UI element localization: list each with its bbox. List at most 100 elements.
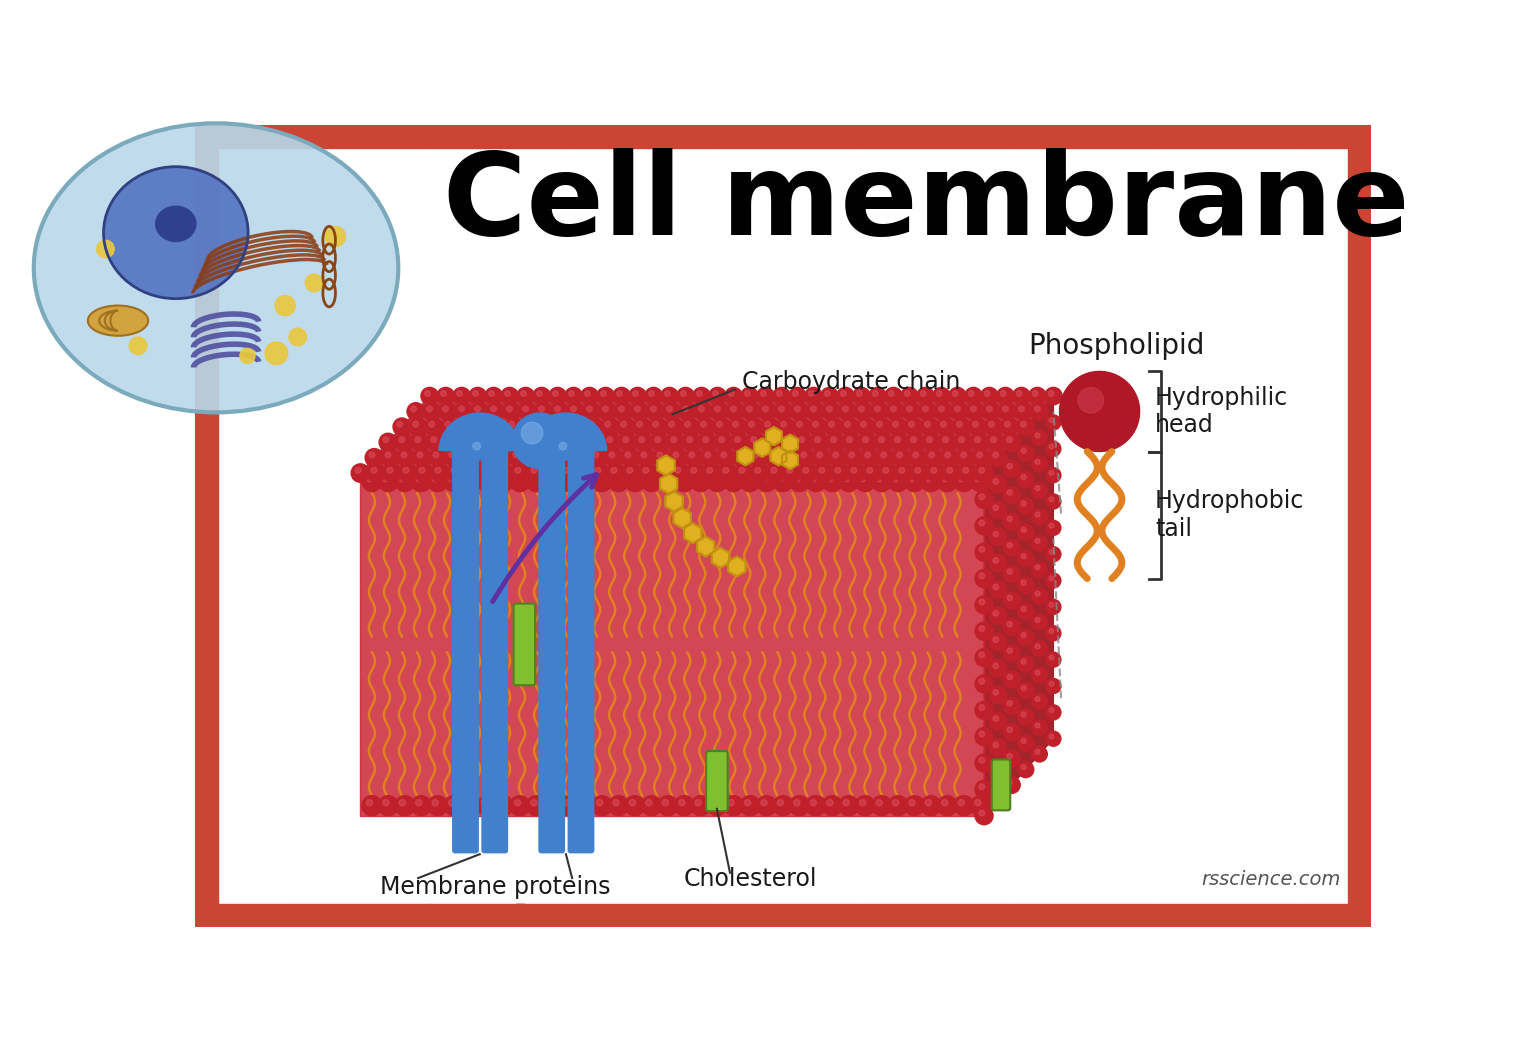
Circle shape xyxy=(937,472,958,492)
Bar xyxy=(490,125,500,148)
Circle shape xyxy=(613,475,619,481)
Polygon shape xyxy=(1358,241,1369,246)
Bar xyxy=(643,125,652,148)
Circle shape xyxy=(367,799,373,805)
Bar xyxy=(559,904,567,927)
Circle shape xyxy=(822,402,840,420)
Polygon shape xyxy=(197,460,217,466)
Circle shape xyxy=(909,421,914,427)
Text: Hydrophilic
head: Hydrophilic head xyxy=(1155,386,1288,438)
Polygon shape xyxy=(931,128,940,148)
Bar xyxy=(196,495,219,500)
Polygon shape xyxy=(1366,616,1369,621)
Circle shape xyxy=(969,418,987,436)
Circle shape xyxy=(762,433,781,451)
Polygon shape xyxy=(1337,125,1346,146)
Circle shape xyxy=(723,468,729,473)
Circle shape xyxy=(975,543,993,562)
Bar xyxy=(957,125,966,148)
Polygon shape xyxy=(1354,368,1371,373)
Bar xyxy=(1348,898,1372,904)
Polygon shape xyxy=(856,913,863,923)
Circle shape xyxy=(924,799,932,805)
Polygon shape xyxy=(1352,777,1368,784)
Circle shape xyxy=(1045,468,1060,482)
Circle shape xyxy=(792,402,808,420)
Circle shape xyxy=(630,388,646,404)
Polygon shape xyxy=(1358,650,1369,656)
Bar xyxy=(196,823,219,829)
Bar xyxy=(347,125,356,148)
Bar xyxy=(196,673,219,679)
Bar xyxy=(636,125,643,148)
Polygon shape xyxy=(1358,679,1368,685)
Bar xyxy=(196,593,219,598)
Polygon shape xyxy=(483,913,490,925)
Circle shape xyxy=(633,418,651,436)
Polygon shape xyxy=(196,241,212,246)
Bar xyxy=(787,904,796,927)
Circle shape xyxy=(813,421,819,427)
Polygon shape xyxy=(1360,466,1371,471)
Circle shape xyxy=(539,433,558,451)
Circle shape xyxy=(876,799,882,805)
Circle shape xyxy=(843,475,850,481)
Circle shape xyxy=(573,448,591,467)
Bar xyxy=(796,904,804,927)
Circle shape xyxy=(938,433,957,451)
Circle shape xyxy=(897,452,903,457)
Circle shape xyxy=(495,437,501,443)
Circle shape xyxy=(611,468,617,473)
Polygon shape xyxy=(983,913,990,926)
Polygon shape xyxy=(533,916,542,926)
Polygon shape xyxy=(1358,610,1369,616)
Circle shape xyxy=(1021,738,1027,743)
Bar xyxy=(727,125,736,148)
Polygon shape xyxy=(1355,639,1371,645)
Bar xyxy=(1348,800,1372,807)
Circle shape xyxy=(96,241,115,257)
Bar xyxy=(839,125,847,148)
Circle shape xyxy=(839,796,859,816)
Circle shape xyxy=(423,402,440,420)
Circle shape xyxy=(989,607,1007,624)
Circle shape xyxy=(527,464,545,482)
Polygon shape xyxy=(237,913,246,927)
Bar xyxy=(610,904,617,927)
Polygon shape xyxy=(1193,908,1203,925)
Polygon shape xyxy=(1351,714,1371,720)
Circle shape xyxy=(509,448,527,467)
Bar xyxy=(1210,125,1219,148)
Bar xyxy=(1348,159,1372,166)
Circle shape xyxy=(413,421,419,427)
Polygon shape xyxy=(727,918,736,924)
Circle shape xyxy=(662,799,669,805)
Polygon shape xyxy=(474,127,483,129)
Circle shape xyxy=(416,437,420,443)
Polygon shape xyxy=(1355,760,1368,766)
Circle shape xyxy=(1034,644,1041,649)
Circle shape xyxy=(521,418,539,436)
Polygon shape xyxy=(779,913,787,924)
Circle shape xyxy=(788,388,807,404)
Bar xyxy=(1160,904,1169,927)
Polygon shape xyxy=(246,129,254,135)
Circle shape xyxy=(764,421,770,427)
Circle shape xyxy=(630,799,636,805)
Polygon shape xyxy=(397,127,406,144)
Bar xyxy=(1348,714,1372,720)
Circle shape xyxy=(697,418,715,436)
Polygon shape xyxy=(197,362,208,368)
Polygon shape xyxy=(1360,656,1371,662)
Bar xyxy=(1348,921,1372,927)
Bar xyxy=(1348,339,1372,345)
Polygon shape xyxy=(1143,128,1151,145)
Polygon shape xyxy=(711,920,720,926)
Bar xyxy=(196,391,219,396)
Bar xyxy=(474,904,483,927)
Bar xyxy=(380,125,390,148)
Circle shape xyxy=(885,388,902,404)
Circle shape xyxy=(1034,512,1041,517)
Polygon shape xyxy=(1050,905,1059,927)
Circle shape xyxy=(1045,626,1060,641)
